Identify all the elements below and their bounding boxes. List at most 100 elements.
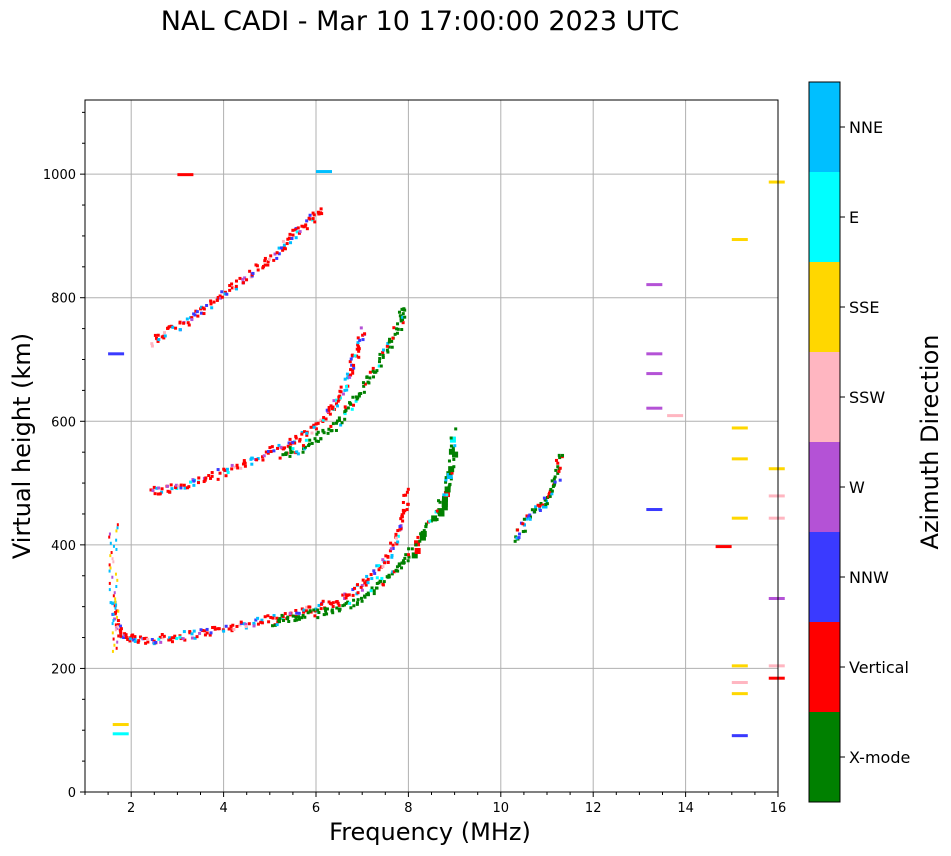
echo-point (297, 611, 301, 615)
echo-point (163, 331, 167, 335)
echo-point (349, 373, 353, 377)
echo-point (387, 345, 391, 349)
echo-point (112, 619, 115, 622)
echo-point (192, 629, 196, 633)
echo-point (375, 576, 379, 580)
echo-point (182, 483, 186, 487)
echo-point (195, 635, 199, 639)
echo-point (351, 353, 355, 357)
echo-point (359, 391, 363, 395)
echo-point (113, 617, 117, 621)
echo-point (281, 239, 285, 243)
echo-point (160, 633, 164, 637)
echo-point (397, 562, 401, 566)
echo-point (291, 228, 295, 232)
isolated-echo (715, 545, 732, 549)
echo-point (386, 560, 390, 564)
echo-point (114, 600, 117, 604)
echo-point (325, 607, 329, 611)
echo-point (118, 628, 122, 632)
echo-point (303, 447, 307, 451)
echo-point (117, 609, 120, 613)
echo-point (404, 493, 408, 497)
echo-point (372, 589, 376, 593)
echo-point (116, 523, 119, 527)
isolated-echo (731, 426, 748, 430)
echo-point (205, 627, 209, 631)
echo-point (278, 456, 282, 460)
echo-point (349, 368, 353, 372)
echo-point (395, 565, 399, 569)
echo-point (158, 635, 162, 639)
echo-point (304, 438, 308, 442)
echo-point (336, 399, 340, 403)
echo-point (338, 389, 342, 393)
echo-point (305, 605, 309, 609)
echo-point (399, 317, 403, 321)
echo-point (428, 519, 432, 523)
echo-point (345, 372, 349, 376)
echo-point (293, 441, 297, 445)
echo-point (166, 484, 170, 488)
echo-point (250, 456, 254, 460)
echo-point (368, 370, 372, 374)
echo-point (399, 517, 403, 521)
echo-point (343, 412, 347, 416)
echo-point (215, 298, 219, 302)
echo-point (356, 601, 360, 605)
echo-point (304, 609, 308, 613)
echo-point (193, 636, 197, 640)
echo-point (300, 430, 304, 434)
x-tick-label: 10 (493, 801, 510, 816)
echo-point (167, 325, 171, 329)
echo-point (160, 335, 164, 339)
colorbar: X-mode Vertical NNW W SSW SSE E NNE (808, 81, 910, 803)
echo-point (324, 417, 328, 421)
echo-point (133, 639, 137, 643)
echo-point (198, 631, 202, 635)
echo-point (521, 522, 525, 526)
echo-point (365, 574, 369, 578)
echo-point (381, 565, 385, 569)
echo-point (401, 508, 405, 512)
echo-point (144, 641, 148, 645)
echo-point (319, 602, 323, 606)
echo-point (400, 328, 404, 332)
echo-point (112, 612, 115, 616)
echo-point (401, 519, 405, 523)
echo-point (316, 430, 320, 434)
echo-point (346, 406, 350, 410)
echo-point (225, 467, 229, 471)
echo-point (234, 279, 238, 283)
colorbar-swatch (809, 532, 840, 622)
plot-frame (84, 99, 779, 793)
echo-point (223, 292, 227, 296)
echo-point (335, 606, 339, 610)
echo-point (386, 350, 390, 354)
echo-point (556, 471, 560, 475)
echo-point (396, 322, 400, 326)
echo-point (156, 339, 160, 343)
echo-point (262, 264, 266, 268)
echo-point (547, 495, 551, 499)
echo-point (114, 606, 117, 610)
echo-point (273, 623, 277, 627)
echo-point (260, 621, 264, 625)
echo-point (235, 463, 239, 467)
echo-point (302, 225, 306, 229)
echo-point (209, 476, 213, 480)
colorbar-swatch (809, 352, 840, 442)
colorbar-tick-label: SSW (849, 388, 885, 407)
echo-point (181, 637, 185, 641)
echo-point (167, 638, 171, 642)
echo-point (448, 483, 452, 487)
echo-point (407, 555, 411, 559)
echo-point (295, 230, 299, 234)
echo-point (207, 474, 211, 478)
echo-point (136, 640, 140, 644)
x-tick-label: 14 (677, 801, 694, 816)
echo-point (454, 427, 458, 431)
echo-point (322, 416, 326, 420)
echo-point (305, 433, 309, 437)
echo-point (277, 620, 281, 624)
